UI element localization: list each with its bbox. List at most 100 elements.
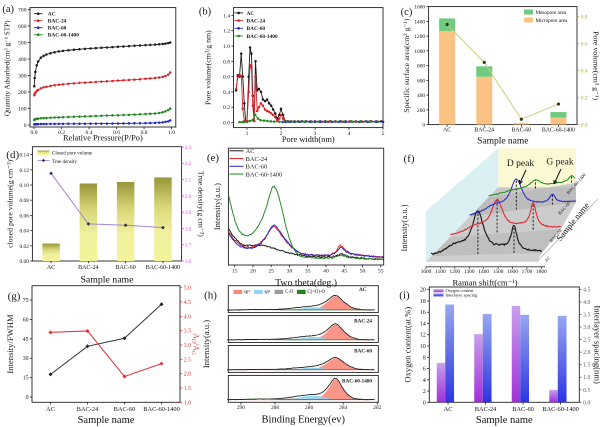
svg-text:6: 6 [423,367,426,373]
svg-text:1.5: 1.5 [184,386,191,392]
svg-text:1.7: 1.7 [185,244,192,249]
svg-text:800: 800 [417,64,425,70]
svg-text:3: 3 [314,131,317,137]
svg-text:600: 600 [417,78,425,84]
svg-text:Intensity/FWHM: Intensity/FWHM [5,314,15,374]
svg-text:Sample name: Sample name [477,137,528,147]
svg-text:100: 100 [18,107,27,113]
svg-text:BAC-60-1400: BAC-60-1400 [146,265,180,271]
svg-text:1000: 1000 [414,49,425,55]
svg-text:BAC-24: BAC-24 [246,156,268,163]
svg-text:Quantity Adsorbed(cm³ g⁻¹ STP): Quantity Adsorbed(cm³ g⁻¹ STP) [4,20,12,116]
svg-text:400: 400 [417,93,425,99]
svg-text:BAC-24: BAC-24 [77,406,99,413]
svg-text:0.5: 0.5 [583,388,590,394]
svg-text:18: 18 [420,299,426,305]
svg-text:1800: 1800 [536,269,547,275]
svg-text:Intensity(a.u.): Intensity(a.u.) [201,320,211,368]
svg-text:BAC-60-1400: BAC-60-1400 [143,406,180,413]
svg-text:200: 200 [18,90,27,96]
svg-text:14: 14 [420,321,426,327]
svg-text:0.6: 0.6 [113,130,120,136]
svg-text:2: 2 [423,389,426,395]
svg-text:0.08: 0.08 [19,198,29,204]
svg-text:G peak: G peak [546,158,573,168]
svg-text:1600: 1600 [507,269,518,275]
svg-text:(d): (d) [6,149,19,161]
svg-text:1400: 1400 [414,19,425,25]
svg-text:Relative Pressure(P/Po): Relative Pressure(P/Po) [63,133,143,142]
svg-text:BAC-60-1400: BAC-60-1400 [246,171,283,178]
svg-text:0.2: 0.2 [581,96,588,102]
svg-text:Oxygen content: Oxygen content [446,288,475,293]
svg-text:AC: AC [444,406,453,413]
svg-text:5: 5 [382,131,385,137]
svg-text:AC: AC [544,255,552,263]
svg-text:2.2: 2.2 [185,162,192,167]
svg-text:Pore width(nm): Pore width(nm) [282,135,335,144]
svg-text:Two theta(deg.): Two theta(deg.) [275,277,337,288]
svg-text:3.5: 3.5 [184,329,191,335]
svg-text:600: 600 [18,24,27,30]
svg-text:1.0: 1.0 [184,400,191,406]
svg-text:286: 286 [305,405,313,411]
svg-text:sp³: sp³ [265,289,271,295]
svg-text:284: 284 [339,405,347,411]
svg-text:Intensity(a.u.): Intensity(a.u.) [213,183,222,230]
svg-text:0.4: 0.4 [581,69,588,75]
svg-text:1200: 1200 [414,34,425,40]
svg-text:1700: 1700 [522,269,533,275]
svg-text:4.0: 4.0 [583,300,590,306]
svg-text:AC: AC [46,406,55,413]
svg-text:12: 12 [420,333,426,339]
svg-text:BAC-60: BAC-60 [48,26,67,32]
svg-text:4.5: 4.5 [184,300,191,306]
svg-text:BAC-60: BAC-60 [114,406,136,413]
svg-text:60: 60 [23,317,29,323]
svg-text:1.4: 1.4 [223,13,230,19]
svg-text:0.0: 0.0 [31,130,38,136]
svg-text:700: 700 [18,8,27,14]
svg-text:288: 288 [271,405,279,411]
svg-text:0.00: 0.00 [19,259,29,265]
svg-text:(e): (e) [207,152,220,164]
svg-text:2.3: 2.3 [185,146,192,151]
svg-text:(i): (i) [399,289,410,301]
svg-text:4: 4 [348,131,351,137]
svg-text:(g): (g) [8,291,21,303]
svg-text:3.0: 3.0 [583,325,590,331]
svg-text:15: 15 [232,268,238,274]
svg-text:75: 75 [23,298,29,304]
svg-text:AC: AC [246,148,255,155]
svg-text:0: 0 [423,400,426,406]
svg-text:BAC-60-1400: BAC-60-1400 [247,34,278,40]
svg-text:BAC-60: BAC-60 [512,127,532,133]
svg-text:1.0: 1.0 [223,44,230,50]
svg-text:Closed pore volume: Closed pore volume [52,152,93,157]
svg-text:290: 290 [237,405,245,411]
svg-text:10: 10 [420,344,426,350]
svg-text:20: 20 [250,268,256,274]
svg-text:1.6: 1.6 [185,260,192,265]
svg-text:1.5: 1.5 [583,363,590,369]
svg-text:282: 282 [373,405,381,411]
svg-text:BAC-60-1400: BAC-60-1400 [342,378,372,384]
svg-text:0.02: 0.02 [19,244,29,250]
svg-text:BAC-60: BAC-60 [247,26,266,32]
svg-text:AC: AC [247,11,255,17]
svg-text:1300: 1300 [464,269,475,275]
svg-text:1400: 1400 [478,269,489,275]
svg-text:BAC-60: BAC-60 [354,349,372,355]
svg-text:0.2: 0.2 [223,105,230,111]
svg-text:True density: True density [52,160,77,165]
svg-text:1.0: 1.0 [168,130,175,136]
svg-text:1500: 1500 [493,269,504,275]
svg-text:1000: 1000 [421,269,432,275]
svg-text:35: 35 [305,268,311,274]
svg-text:0.0: 0.0 [223,121,230,127]
svg-text:BAC-24: BAC-24 [474,127,494,133]
svg-text:AC: AC [47,265,55,271]
svg-text:BAC-60: BAC-60 [246,164,268,171]
svg-text:0.8: 0.8 [223,59,230,65]
svg-text:Sample name: Sample name [476,415,533,426]
